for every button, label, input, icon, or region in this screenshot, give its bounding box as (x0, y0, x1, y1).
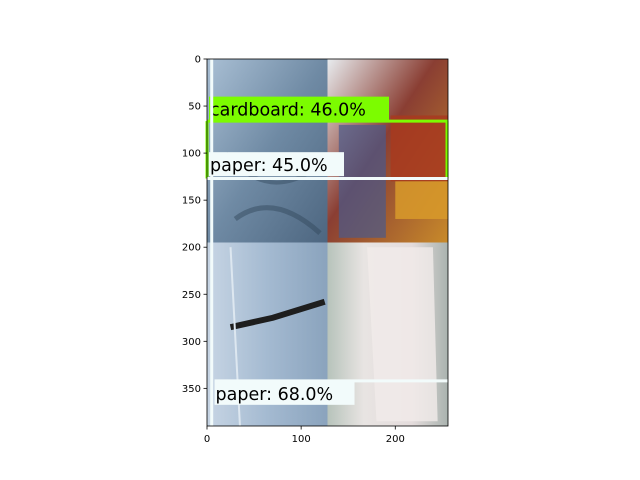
y-tick-label: 200 (182, 243, 201, 254)
y-tick-label: 50 (188, 102, 201, 113)
image-mosaic (207, 59, 448, 426)
detection-label-bg (214, 380, 355, 405)
axis-ticks: 0 100 200 0 50 100 150 200 250 300 350 (182, 55, 405, 446)
x-tick-label: 0 (204, 434, 210, 445)
detection-label: cardboard: 46.0% (210, 101, 366, 121)
paper-bag-shape (367, 247, 438, 422)
axes-frame (206, 58, 449, 427)
detection-label-bg (209, 152, 344, 177)
y-tick-label: 0 (195, 55, 201, 66)
box-photo-shape (338, 124, 386, 238)
y-tick-label: 350 (182, 384, 201, 395)
y-tick-label: 300 (182, 337, 201, 348)
detection-1: paper: 45.0% (207, 59, 389, 426)
y-tick-label: 150 (182, 196, 201, 207)
x-tick-label: 200 (386, 434, 405, 445)
detection-label: paper: 45.0% (210, 156, 328, 176)
blue-bag-tile (207, 59, 328, 243)
y-tick-label: 100 (182, 149, 201, 160)
detection-boxes: cardboard: 46.0% paper: 45.0% paper: 68.0% (205, 59, 449, 426)
x-tick-label: 100 (292, 434, 311, 445)
tear-line-shape (229, 298, 326, 331)
detection-label: paper: 68.0% (216, 385, 334, 405)
box-print-shape (390, 115, 448, 182)
detection-2: paper: 68.0% (214, 379, 448, 405)
detection-label-bg (209, 96, 389, 121)
box-print-shape (395, 181, 448, 219)
bag-fold-shape (233, 205, 322, 235)
y-tick-label: 250 (182, 290, 201, 301)
